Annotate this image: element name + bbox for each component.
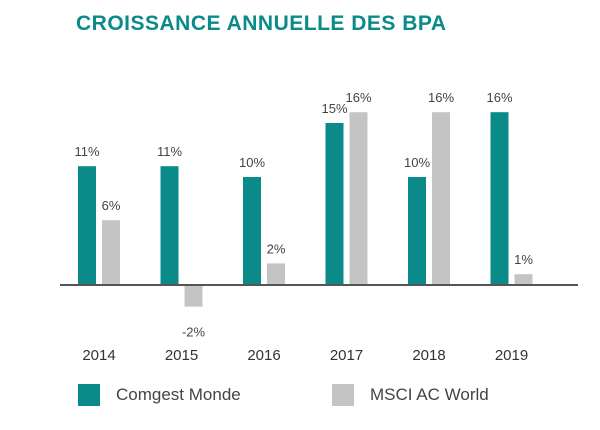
- x-tick-2015: 2015: [165, 347, 198, 364]
- chart-title: CROISSANCE ANNUELLE DES BPA: [76, 12, 447, 35]
- data-label-comgest-2018: 10%: [404, 155, 430, 170]
- bar-msci-2014: [102, 220, 120, 285]
- legend-item-comgest: Comgest Monde: [78, 384, 241, 406]
- bar-comgest-2019: [490, 112, 509, 285]
- legend-item-msci: MSCI AC World: [332, 384, 489, 406]
- bar-comgest-2016: [243, 177, 261, 285]
- bar-comgest-2018: [408, 177, 426, 285]
- data-label-comgest-2015: 11%: [157, 144, 182, 159]
- bar-comgest-2014: [78, 166, 96, 285]
- data-label-msci-2017: 16%: [345, 90, 371, 105]
- bar-comgest-2017: [325, 123, 344, 285]
- bar-msci-2017: [349, 112, 368, 285]
- data-label-comgest-2014: 11%: [74, 144, 99, 159]
- x-tick-2017: 2017: [330, 347, 363, 364]
- bar-chart: 11%6%11%-2%10%2%15%16%10%16% 16%1% 2014 20…: [60, 90, 578, 364]
- bar-msci-2018: [432, 112, 450, 285]
- x-tick-2018: 2018: [412, 347, 445, 364]
- data-label-msci-2019: 1%: [514, 252, 533, 267]
- data-label-msci-2014: 6%: [102, 198, 121, 213]
- x-tick-2016: 2016: [247, 347, 280, 364]
- legend-swatch-comgest: [78, 384, 100, 406]
- legend-swatch-msci: [332, 384, 354, 406]
- legend-label-msci: MSCI AC World: [370, 385, 489, 404]
- x-tick-2014: 2014: [82, 347, 115, 364]
- bar-msci-2019: [514, 274, 533, 285]
- data-label-comgest-2019: 16%: [486, 90, 512, 105]
- data-label-msci-2016: 2%: [267, 241, 286, 256]
- bar-msci-2015: [184, 285, 203, 307]
- bar-comgest-2015: [160, 166, 179, 285]
- data-label-comgest-2017: 15%: [321, 101, 347, 116]
- legend-label-comgest: Comgest Monde: [116, 385, 241, 404]
- data-label-msci-2018: 16%: [428, 90, 454, 105]
- data-label-comgest-2016: 10%: [239, 155, 265, 170]
- bar-msci-2016: [267, 263, 285, 285]
- x-tick-2019: 2019: [495, 347, 528, 364]
- data-label-msci-2015: -2%: [182, 325, 206, 340]
